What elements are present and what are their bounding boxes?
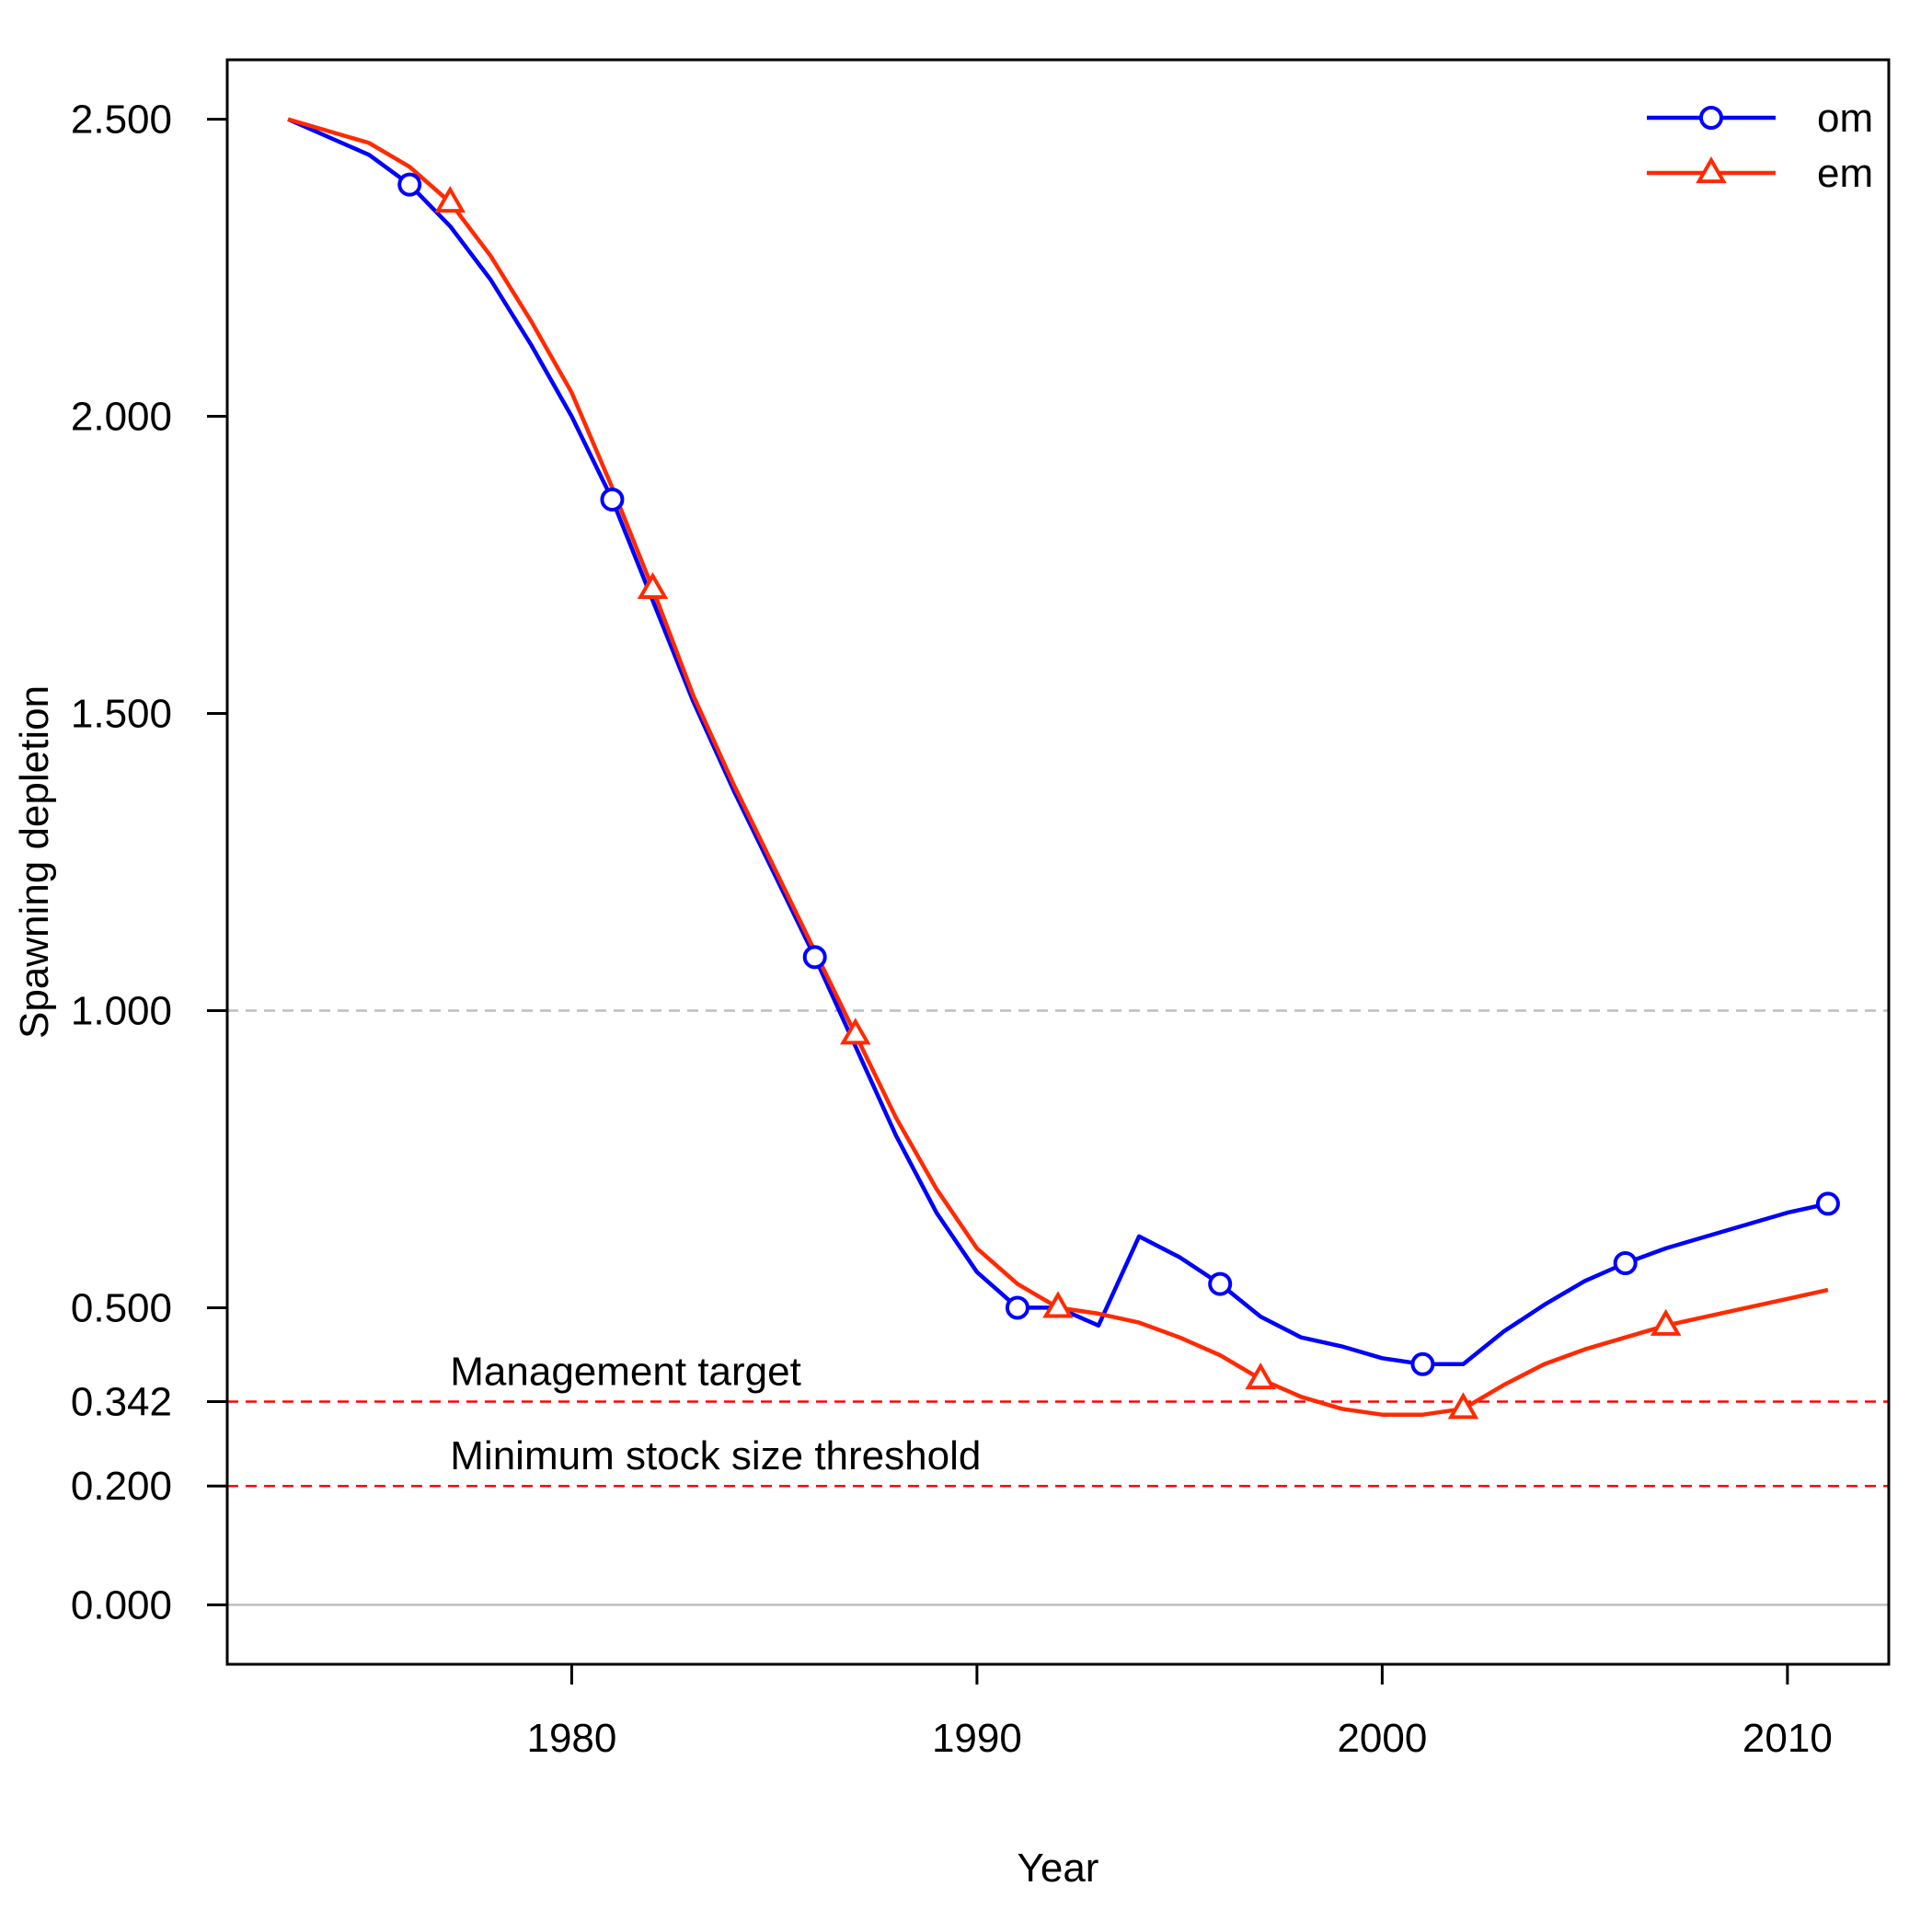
data-point-om (802, 945, 827, 970)
data-point-em (840, 1018, 871, 1045)
y-tick-label: 2.000 (71, 395, 172, 440)
x-axis-title: Year (1018, 1846, 1099, 1891)
x-tick-label: 1990 (932, 1716, 1022, 1761)
data-point-om (397, 172, 422, 197)
y-tick-label: 0.342 (71, 1380, 172, 1425)
x-tick-label: 2010 (1742, 1716, 1833, 1761)
y-tick-label: 0.000 (71, 1582, 172, 1627)
data-point-em (1042, 1291, 1074, 1318)
y-tick-label: 1.500 (71, 692, 172, 737)
data-point-em (1245, 1362, 1276, 1390)
data-point-em (637, 571, 669, 599)
y-axis-title: Spawning depletion (12, 685, 57, 1039)
y-tick-label: 0.500 (71, 1285, 172, 1330)
legend: om em (1647, 96, 1873, 196)
y-tick-label: 0.200 (71, 1464, 172, 1509)
plot-frame (225, 58, 1891, 1666)
data-point-em (1650, 1308, 1682, 1336)
reference-line-label: Management target (450, 1350, 801, 1395)
data-point-em (434, 185, 466, 213)
legend-marker-em (1696, 155, 1727, 184)
y-tick-label: 2.500 (71, 98, 172, 143)
data-point-om (1208, 1271, 1233, 1296)
reference-line-label: Minimum stock size threshold (450, 1433, 981, 1478)
data-point-om (1815, 1191, 1840, 1216)
data-point-om (1613, 1251, 1638, 1275)
data-point-em (1447, 1392, 1479, 1420)
series-markers (397, 172, 1840, 1420)
reference-labels: Management target Minimum stock size thre… (450, 1350, 981, 1479)
reference-lines (227, 1009, 1889, 1606)
data-point-om (1410, 1351, 1435, 1376)
x-tick-label: 1980 (526, 1716, 616, 1761)
data-point-om (600, 487, 625, 512)
data-point-om (1005, 1295, 1029, 1320)
legend-label-em: em (1817, 151, 1873, 196)
y-tick-label: 1.000 (71, 988, 172, 1033)
legend-label-om: om (1817, 96, 1873, 141)
x-tick-label: 2000 (1337, 1716, 1427, 1761)
legend-marker-om (1699, 106, 1723, 130)
y-axis: 0.000 0.200 0.342 0.500 1.000 1.500 2.000 2.500 (71, 98, 227, 1627)
x-axis: 1980 1990 2000 2010 (526, 1664, 1833, 1761)
